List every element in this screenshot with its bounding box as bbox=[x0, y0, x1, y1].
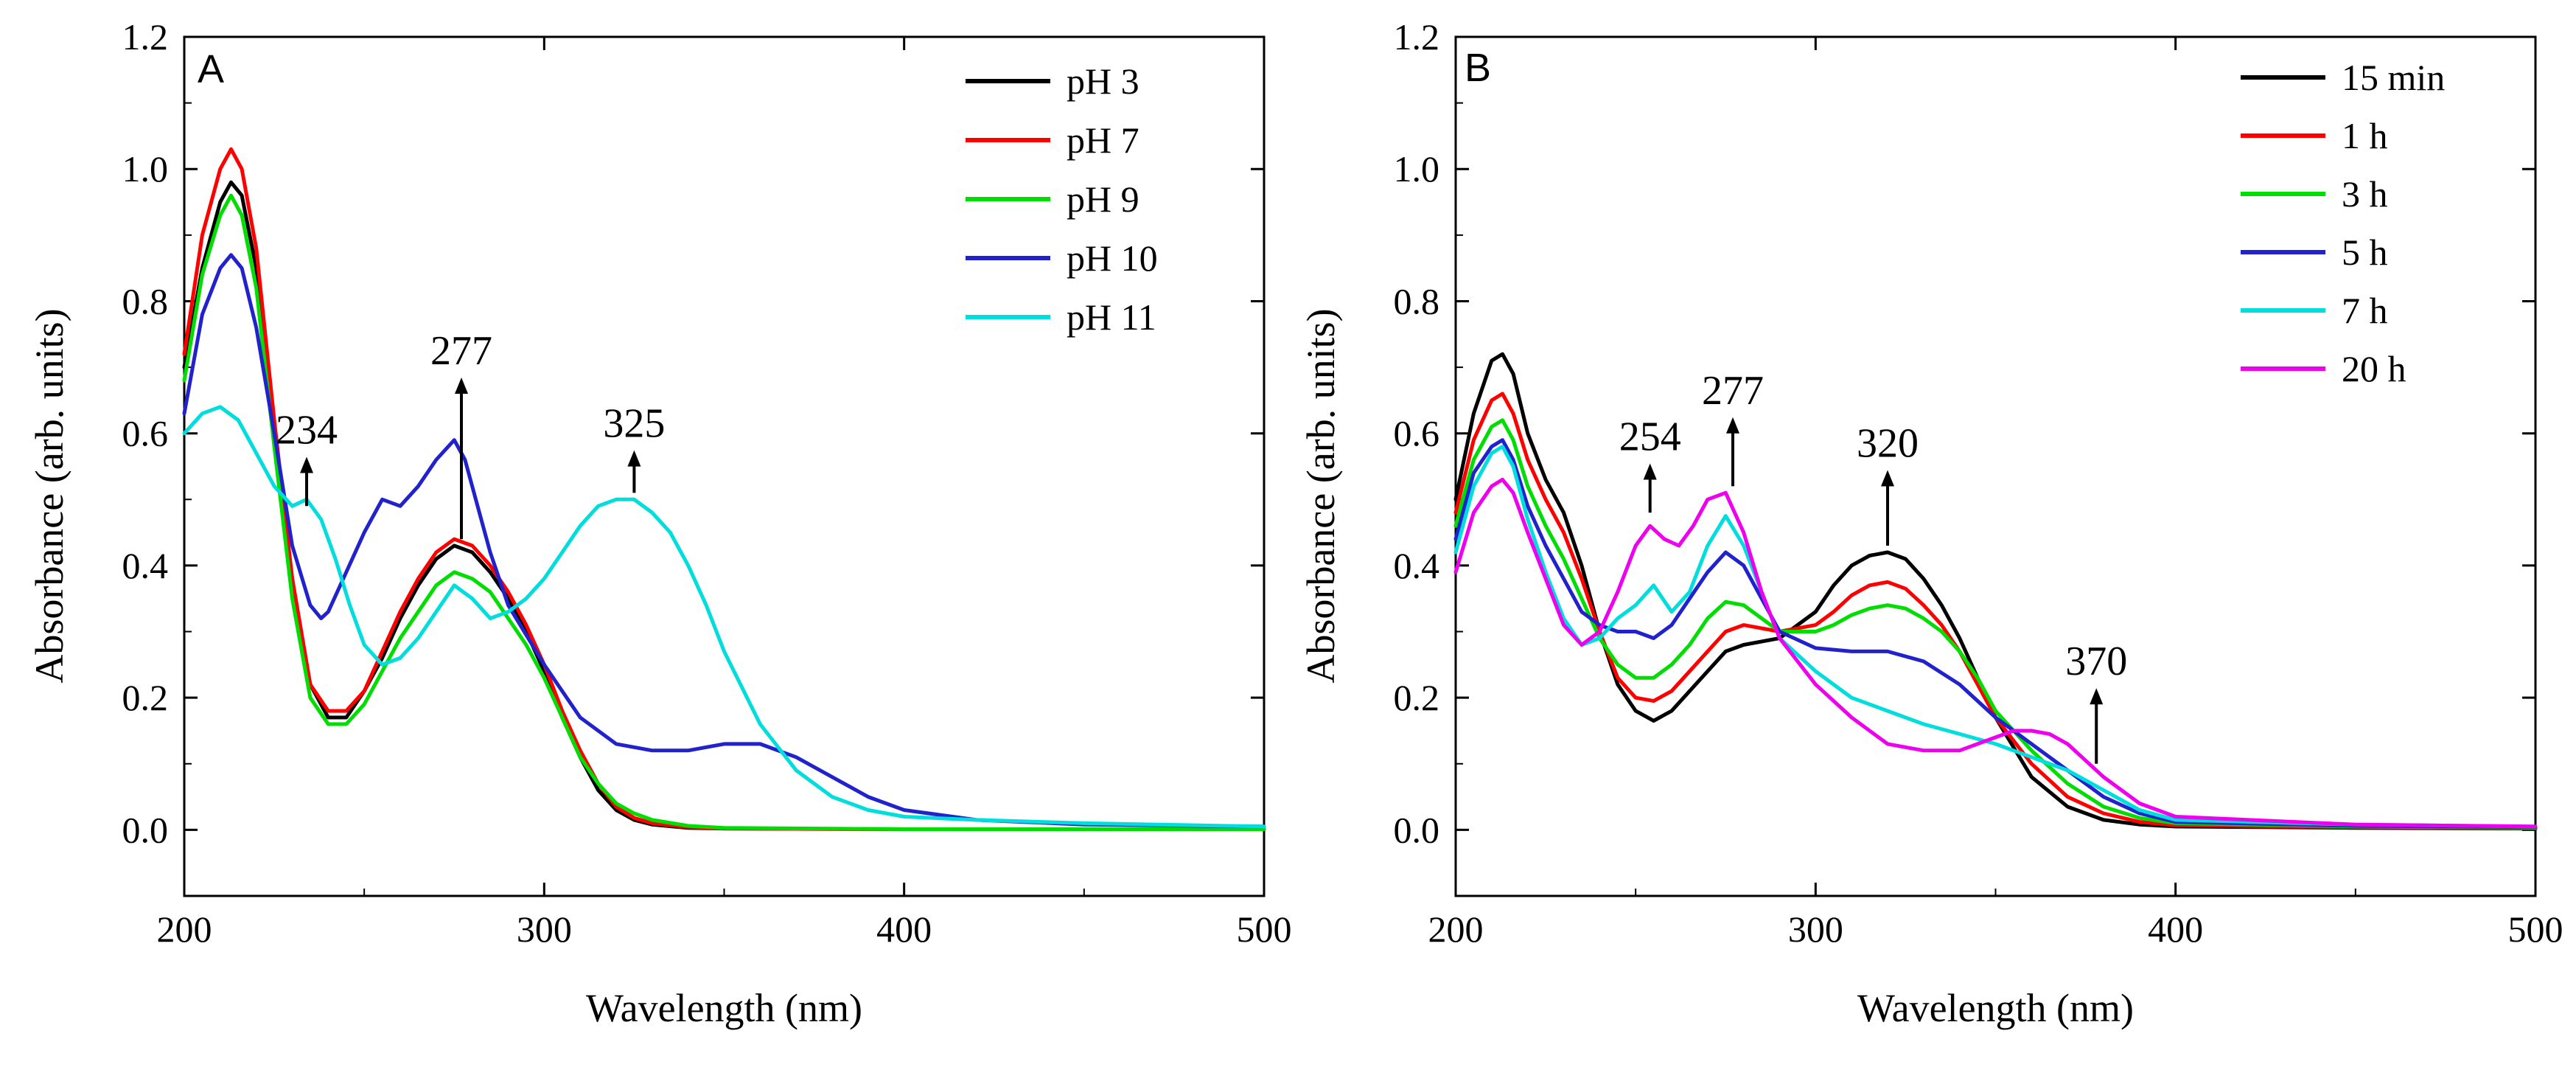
y-tick-label: 0.4 bbox=[1394, 545, 1440, 586]
y-tick-label: 0.2 bbox=[1394, 677, 1440, 718]
legend-label: 3 h bbox=[2342, 173, 2388, 215]
y-tick-label: 0.0 bbox=[1394, 809, 1440, 850]
y-tick-label: 0.8 bbox=[122, 280, 169, 322]
legend-label: pH 7 bbox=[1067, 119, 1139, 161]
annotation-label: 277 bbox=[1702, 368, 1764, 414]
series-line-ph-7 bbox=[182, 147, 1266, 831]
x-tick-label: 200 bbox=[157, 908, 212, 950]
series-line-7-h bbox=[1453, 445, 2538, 829]
x-tick-label: 400 bbox=[2148, 908, 2203, 950]
series-line-ph-10 bbox=[182, 253, 1266, 829]
y-tick-label: 0.0 bbox=[122, 809, 169, 850]
annotation-label: 277 bbox=[430, 328, 492, 374]
x-tick-label: 300 bbox=[517, 908, 572, 950]
x-axis-title: Wavelength (nm) bbox=[586, 986, 862, 1030]
y-tick-label: 1.2 bbox=[1394, 16, 1440, 58]
annotation-label: 370 bbox=[2065, 639, 2127, 684]
x-tick-label: 300 bbox=[1788, 908, 1843, 950]
legend-label: pH 3 bbox=[1067, 60, 1139, 102]
legend-label: 5 h bbox=[2342, 232, 2388, 273]
annotation-label: 234 bbox=[276, 408, 338, 453]
series-line-ph-11 bbox=[182, 405, 1266, 829]
series-line-ph-9 bbox=[182, 193, 1266, 831]
x-tick-label: 200 bbox=[1428, 908, 1484, 950]
legend-label: 15 min bbox=[2342, 57, 2445, 98]
legend: pH 3 pH 7 pH 9 pH 10 pH 11 bbox=[966, 60, 1158, 338]
plot-frame bbox=[183, 35, 1266, 897]
legend-label: pH 10 bbox=[1067, 237, 1158, 279]
series-line-3-h bbox=[1453, 418, 2538, 830]
legend-label: 20 h bbox=[2342, 348, 2406, 389]
x-tick-label: 400 bbox=[876, 908, 932, 950]
series-line-ph-3 bbox=[182, 180, 1266, 831]
legend-label: pH 9 bbox=[1067, 178, 1139, 220]
annotation-arrow-head bbox=[627, 450, 641, 467]
x-tick-label: 500 bbox=[2508, 908, 2563, 950]
y-tick-label: 0.8 bbox=[1394, 280, 1440, 322]
annotation-arrow-head bbox=[455, 378, 469, 394]
x-tick-label: 500 bbox=[1237, 908, 1292, 950]
y-axis-title: Absorbance (arb. units) bbox=[27, 308, 71, 683]
annotation-label: 325 bbox=[603, 401, 665, 447]
annotation-arrow-head bbox=[1881, 470, 1894, 487]
legend-label: 7 h bbox=[2342, 290, 2388, 331]
y-tick-label: 1.0 bbox=[1394, 148, 1440, 190]
legend-label: 1 h bbox=[2342, 115, 2388, 156]
x-axis-title: Wavelength (nm) bbox=[1857, 986, 2134, 1030]
y-tick-label: 0.6 bbox=[1394, 413, 1440, 454]
y-tick-label: 0.4 bbox=[122, 545, 169, 586]
y-tick-label: 1.2 bbox=[122, 16, 169, 58]
annotation-label: 320 bbox=[1857, 420, 1919, 466]
annotation-arrow-head bbox=[2090, 688, 2104, 705]
y-tick-label: 0.6 bbox=[122, 413, 169, 454]
chart-panel-b: 200 300 400 500 0.0 0.2 0.4 0.6 0.8 1.0 1.2 Wavelen… bbox=[1299, 16, 2563, 1030]
panel-label: B bbox=[1465, 46, 1491, 90]
y-tick-label: 0.2 bbox=[122, 677, 169, 718]
y-axis-title: Absorbance (arb. units) bbox=[1299, 308, 1343, 683]
annotation-arrow-head bbox=[1726, 417, 1740, 434]
annotation-arrow-head bbox=[300, 456, 314, 473]
series-line-5-h bbox=[1453, 438, 2538, 830]
annotation-label: 254 bbox=[1619, 414, 1681, 460]
legend: 15 min 1 h 3 h 5 h 7 h 20 h bbox=[2241, 57, 2445, 389]
series-line-1-h bbox=[1453, 392, 2538, 830]
annotation-arrow-head bbox=[1643, 463, 1657, 480]
series-line-20-h bbox=[1453, 477, 2538, 829]
y-tick-label: 1.0 bbox=[122, 148, 169, 190]
legend-label: pH 11 bbox=[1067, 296, 1156, 338]
plot-frame bbox=[1454, 35, 2537, 897]
panel-label: A bbox=[198, 47, 224, 91]
chart-panel-a: 200 300 400 500 0.0 0.2 0.4 0.6 0.8 1.0 1.2 Wavelen… bbox=[27, 16, 1292, 1030]
